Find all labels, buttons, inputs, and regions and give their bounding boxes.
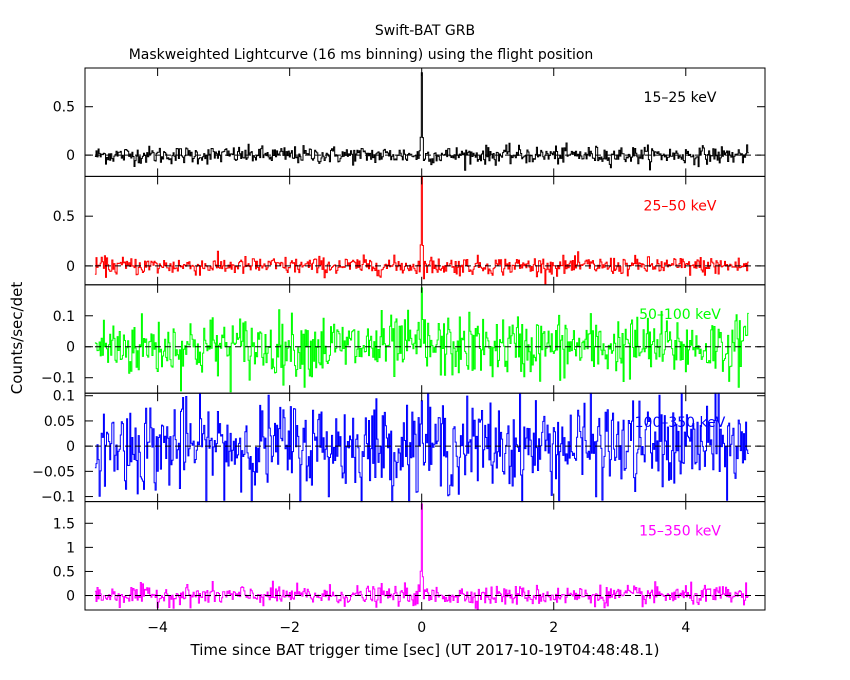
series-trace — [94, 287, 749, 393]
series-label: 15–350 keV — [639, 524, 721, 540]
x-tick-label: 0 — [417, 620, 426, 636]
chart-title: Swift-BAT GRB — [375, 23, 475, 39]
y-tick-label: 0 — [66, 589, 75, 605]
series-trace — [94, 392, 749, 503]
series-trace — [94, 503, 749, 611]
y-tick-label: 0.1 — [53, 309, 75, 325]
series-trace — [94, 175, 749, 285]
x-axis: −4 −2 0 2 4 — [147, 620, 690, 636]
chart-subtitle: Maskweighted Lightcurve (16 ms binning) … — [129, 47, 594, 63]
y-tick-label: −0.1 — [41, 371, 75, 387]
y-tick-label: 0.5 — [53, 100, 75, 116]
x-tick-label: 4 — [681, 620, 690, 636]
panel-1: 0 0.5 15–25 keV — [53, 67, 766, 177]
y-tick-label: 1 — [66, 540, 75, 556]
x-tick-label: 2 — [549, 620, 558, 636]
y-tick-label: 0 — [66, 259, 75, 275]
panel-4: −0.1 −0.05 0 0.05 0.1 100–350 keV — [32, 389, 766, 506]
y-tick-label: 0 — [66, 439, 75, 455]
panels-group: 0 0.5 15–25 keV 0 0.5 25–50 keV −0.1 0 0.1 50–100… — [32, 67, 766, 611]
y-tick-label: 0 — [66, 340, 75, 356]
y-tick-label: 0 — [66, 148, 75, 164]
panel-2: 0 0.5 25–50 keV — [53, 175, 766, 286]
y-tick-label: 0.1 — [53, 389, 75, 405]
y-tick-label: −0.1 — [41, 490, 75, 506]
panel-3: −0.1 0 0.1 50–100 keV — [41, 284, 766, 394]
x-tick-label: −4 — [147, 620, 168, 636]
y-tick-label: 1.5 — [53, 516, 75, 532]
y-tick-label: 0.5 — [53, 564, 75, 580]
series-label: 15–25 keV — [644, 90, 717, 106]
series-trace — [94, 72, 749, 171]
y-axis-label: Counts/sec/det — [8, 282, 26, 395]
x-tick-label: −2 — [279, 620, 300, 636]
y-tick-label: 0.05 — [44, 414, 75, 430]
series-label: 25–50 keV — [644, 198, 717, 214]
series-label: 100–350 keV — [635, 415, 726, 431]
panel-5: 0 0.5 1 1.5 15–350 keV — [53, 501, 766, 611]
y-tick-label: −0.05 — [32, 464, 75, 480]
x-axis-label: Time since BAT trigger time [sec] (UT 20… — [190, 641, 660, 659]
panel-frame — [84, 501, 766, 611]
series-label: 50–100 keV — [639, 307, 721, 323]
y-tick-label: 0.5 — [53, 209, 75, 225]
